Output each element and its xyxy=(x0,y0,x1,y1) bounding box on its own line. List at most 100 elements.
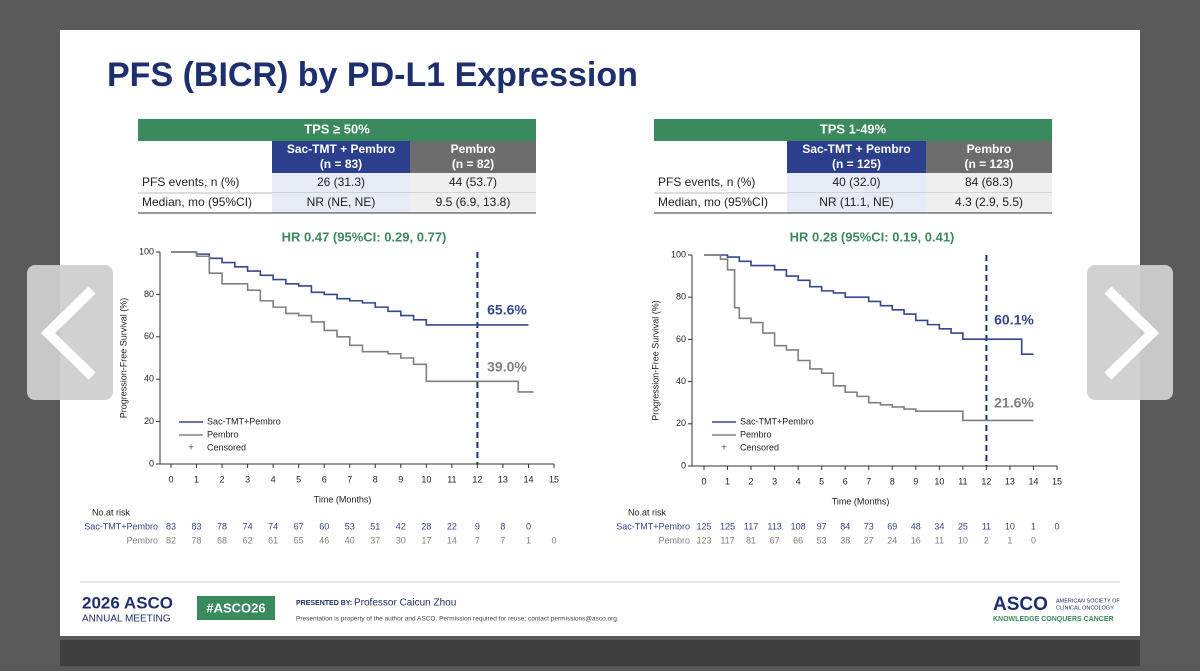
y-tick-label: 20 xyxy=(676,418,686,428)
x-tick-label: 15 xyxy=(1052,476,1062,486)
prev-button-bg[interactable] xyxy=(27,265,113,400)
cell-bg xyxy=(787,173,926,193)
legend-symbol: + xyxy=(721,443,727,454)
cell: 26 (31.3) xyxy=(317,175,365,189)
risk-count: 14 xyxy=(447,535,457,545)
risk-count: 68 xyxy=(217,535,227,545)
next-chevron[interactable] xyxy=(1104,286,1160,380)
table-header-bg xyxy=(138,119,536,141)
cell-bg xyxy=(926,173,1052,193)
prev-button[interactable] xyxy=(27,265,113,400)
next-button[interactable] xyxy=(1087,265,1173,400)
x-tick-label: 10 xyxy=(421,474,431,484)
risk-row-label: Pembro xyxy=(658,535,690,545)
y-axis-label: Progression-Free Survival (%) xyxy=(650,300,660,421)
survival-curve xyxy=(704,254,1034,422)
column-header-bg xyxy=(787,141,926,173)
y-axis-label: Progression-Free Survival (%) xyxy=(118,298,128,419)
survival-curve xyxy=(704,254,1034,355)
notice: Presentation is property of the author a… xyxy=(296,616,619,623)
cell-bg xyxy=(272,173,410,193)
cell-bg xyxy=(926,193,1052,213)
hashtag-box xyxy=(197,596,275,620)
x-tick-label: 11 xyxy=(958,476,967,486)
column-header: (n = 123) xyxy=(964,157,1013,171)
risk-count: 125 xyxy=(720,521,735,531)
cell: 84 (68.3) xyxy=(965,175,1013,189)
risk-count: 17 xyxy=(421,535,431,545)
x-tick-label: 8 xyxy=(373,474,378,484)
cell: NR (NE, NE) xyxy=(307,195,376,209)
risk-count: 55 xyxy=(294,535,304,545)
x-tick-label: 3 xyxy=(772,476,777,486)
cell: 4.3 (2.9, 5.5) xyxy=(955,195,1023,209)
legend-symbol: + xyxy=(188,443,194,454)
y-tick-label: 0 xyxy=(681,460,686,470)
cell: NR (11.1, NE) xyxy=(819,195,893,209)
risk-row-label: Sac-TMT+Pembro xyxy=(84,521,158,531)
column-header: Pembro xyxy=(967,142,1012,156)
cell: 40 (32.0) xyxy=(832,175,880,189)
annotation: 65.6% xyxy=(487,302,527,318)
risk-count: 123 xyxy=(696,535,711,545)
risk-count: 48 xyxy=(911,521,921,531)
risk-count: 78 xyxy=(192,535,202,545)
legend-label: Sac-TMT+Pembro xyxy=(207,416,281,426)
x-tick-label: 5 xyxy=(296,474,301,484)
x-tick-label: 15 xyxy=(549,474,559,484)
risk-count: 27 xyxy=(864,535,874,545)
logo-sub: AMERICAN SOCIETY OF xyxy=(1056,598,1120,604)
risk-count: 117 xyxy=(744,521,758,531)
risk-count: 81 xyxy=(746,535,756,545)
x-tick-label: 6 xyxy=(322,474,327,484)
risk-count: 30 xyxy=(396,535,406,545)
x-tick-label: 7 xyxy=(866,476,871,486)
y-tick-label: 0 xyxy=(149,458,154,468)
cell-bg xyxy=(272,193,410,213)
column-header: Pembro xyxy=(451,142,496,156)
legend-label: Pembro xyxy=(207,429,239,439)
x-axis-label: Time (Months) xyxy=(314,494,372,504)
cell: PFS events, n (%) xyxy=(142,175,239,189)
risk-count: 83 xyxy=(192,521,202,531)
risk-count: 16 xyxy=(911,535,921,545)
column-header-bg xyxy=(926,141,1052,173)
footer-hashtag: #ASCO26 xyxy=(206,600,265,615)
table-title: TPS 1-49% xyxy=(820,121,887,136)
risk-title: No.at risk xyxy=(628,507,667,517)
x-tick-label: 10 xyxy=(934,476,944,486)
column-header: Sac-TMT + Pembro xyxy=(287,142,395,156)
x-tick-label: 8 xyxy=(890,476,895,486)
x-tick-label: 2 xyxy=(749,476,754,486)
risk-count: 24 xyxy=(887,535,897,545)
y-tick-label: 100 xyxy=(671,249,686,259)
y-tick-label: 20 xyxy=(144,416,154,426)
column-header: Sac-TMT + Pembro xyxy=(802,142,910,156)
prev-chevron[interactable] xyxy=(40,286,96,380)
risk-row-label: Pembro xyxy=(126,535,158,545)
survival-curve xyxy=(171,251,529,326)
cell-bg xyxy=(787,193,926,213)
risk-count: 42 xyxy=(396,521,406,531)
x-tick-label: 13 xyxy=(1005,476,1015,486)
risk-count: 7 xyxy=(475,535,480,545)
x-tick-label: 9 xyxy=(398,474,403,484)
y-tick-label: 40 xyxy=(144,374,154,384)
slide-title: PFS (BICR) by PD-L1 Expression xyxy=(107,56,638,94)
x-tick-label: 12 xyxy=(472,474,482,484)
column-header-bg xyxy=(272,141,410,173)
risk-row-label: Sac-TMT+Pembro xyxy=(616,521,690,531)
next-button-bg[interactable] xyxy=(1087,265,1173,400)
table-header-bg xyxy=(654,119,1052,141)
risk-count: 2 xyxy=(984,535,989,545)
risk-count: 125 xyxy=(696,521,711,531)
logo: ASCO xyxy=(993,594,1048,615)
risk-count: 46 xyxy=(319,535,329,545)
risk-count: 40 xyxy=(345,535,355,545)
risk-count: 117 xyxy=(720,535,734,545)
risk-count: 38 xyxy=(840,535,850,545)
risk-count: 113 xyxy=(767,521,781,531)
risk-count: 10 xyxy=(958,535,968,545)
legend-label: Sac-TMT+Pembro xyxy=(740,416,814,426)
